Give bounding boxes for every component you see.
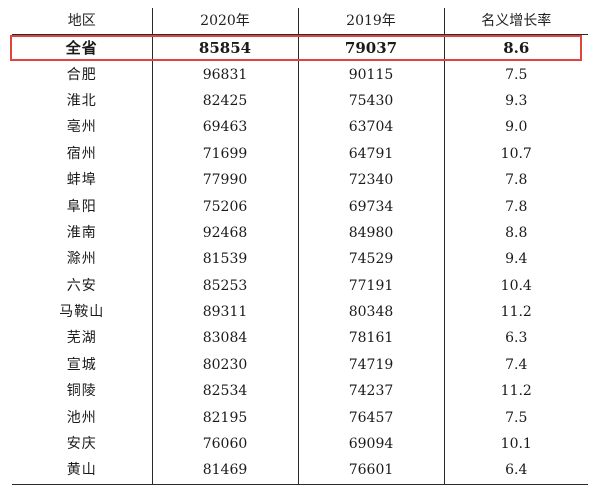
- table-row: 淮南 92468 84980 8.8: [12, 219, 588, 247]
- cell-value-2019: 79037: [297, 34, 444, 62]
- cell-value-2020: 81469: [151, 457, 298, 485]
- cell-growth-rate: 9.0: [443, 114, 588, 141]
- cell-region: 马鞍山: [59, 304, 105, 321]
- cell-value-2019: 74719: [297, 351, 444, 379]
- cell-value-2020: 69463: [151, 114, 298, 141]
- cell-growth-rate: 7.5: [443, 61, 588, 88]
- cell-growth-rate: 7.8: [443, 193, 588, 220]
- table-row: 六安 85253 77191 10.4: [12, 272, 588, 299]
- header-growth-rate: 名义增长率: [443, 8, 588, 35]
- table-row: 淮北 82425 75430 9.3: [12, 87, 588, 115]
- cell-region: 安庆: [66, 436, 97, 453]
- cell-value-2019: 64791: [297, 140, 444, 167]
- cell-region: 淮南: [66, 224, 97, 241]
- cell-value-2019: 78161: [297, 325, 444, 352]
- table-row: 亳州 69463 63704 9.0: [12, 114, 588, 141]
- cell-growth-rate: 8.6: [443, 34, 588, 62]
- cell-value-2020: 82534: [151, 378, 298, 405]
- cell-value-2020: 89311: [151, 298, 298, 326]
- header-row: 地区 2020年 2019年 名义增长率: [12, 8, 588, 35]
- cell-growth-rate: 10.4: [443, 272, 588, 299]
- cell-growth-rate: 10.1: [443, 430, 588, 458]
- cell-value-2020: 85253: [151, 272, 298, 299]
- cell-growth-rate: 11.2: [443, 378, 588, 405]
- cell-value-2020: 76060: [151, 430, 298, 458]
- cell-value-2019: 77191: [297, 272, 444, 299]
- data-table-container: 地区 2020年 2019年 名义增长率 全省 85854 79037 8.6 合肥 96…: [12, 8, 588, 485]
- cell-value-2019: 69094: [297, 430, 444, 458]
- table-body: 全省 85854 79037 8.6 合肥 96831 90115 7.5 淮北 82425 754…: [12, 34, 588, 485]
- cell-value-2019: 84980: [297, 219, 444, 247]
- cell-region: 六安: [66, 277, 97, 294]
- cell-value-2020: 71699: [151, 140, 298, 167]
- cell-growth-rate: 9.3: [443, 87, 588, 115]
- cell-value-2019: 90115: [297, 61, 444, 88]
- cell-region: 芜湖: [66, 330, 97, 347]
- table-row: 铜陵 82534 74237 11.2: [12, 378, 588, 405]
- cell-region: 宣城: [66, 356, 97, 373]
- cell-value-2020: 83084: [151, 325, 298, 352]
- cell-growth-rate: 6.4: [443, 457, 588, 485]
- table-row: 安庆 76060 69094 10.1: [12, 430, 588, 458]
- table-row: 合肥 96831 90115 7.5: [12, 61, 588, 88]
- cell-growth-rate: 7.5: [443, 404, 588, 431]
- cell-value-2020: 96831: [151, 61, 298, 88]
- cell-value-2020: 80230: [151, 351, 298, 379]
- table-row: 宣城 80230 74719 7.4: [12, 351, 588, 379]
- table-header: 地区 2020年 2019年 名义增长率: [12, 8, 588, 35]
- cell-region: 全省: [65, 38, 98, 57]
- cell-value-2020: 81539: [151, 246, 298, 273]
- cell-region: 宿州: [66, 145, 97, 162]
- table-row: 黄山 81469 76601 6.4: [12, 457, 588, 485]
- table-row: 马鞍山 89311 80348 11.2: [12, 298, 588, 326]
- cell-value-2019: 80348: [297, 298, 444, 326]
- cell-growth-rate: 7.8: [443, 166, 588, 194]
- cell-growth-rate: 9.4: [443, 246, 588, 273]
- cell-value-2019: 76457: [297, 404, 444, 431]
- cell-region: 池州: [66, 409, 97, 426]
- cell-growth-rate: 6.3: [443, 325, 588, 352]
- cell-value-2019: 76601: [297, 457, 444, 485]
- table-row: 阜阳 75206 69734 7.8: [12, 193, 588, 220]
- cell-region: 亳州: [66, 119, 97, 136]
- cell-value-2020: 82195: [151, 404, 298, 431]
- table-row: 蚌埠 77990 72340 7.8: [12, 166, 588, 194]
- cell-region: 滁州: [66, 251, 97, 268]
- cell-growth-rate: 7.4: [443, 351, 588, 379]
- table-row: 宿州 71699 64791 10.7: [12, 140, 588, 167]
- cell-value-2020: 77990: [151, 166, 298, 194]
- cell-value-2020: 82425: [151, 87, 298, 115]
- cell-value-2020: 75206: [151, 193, 298, 220]
- cell-growth-rate: 8.8: [443, 219, 588, 247]
- cell-region: 黄山: [12, 457, 152, 485]
- header-2019: 2019年: [297, 8, 444, 35]
- cell-growth-rate: 10.7: [443, 140, 588, 167]
- regional-growth-table: 地区 2020年 2019年 名义增长率 全省 85854 79037 8.6 合肥 96…: [12, 8, 588, 485]
- cell-region: 铜陵: [66, 383, 97, 400]
- cell-region: 阜阳: [66, 198, 97, 215]
- cell-value-2019: 72340: [297, 166, 444, 194]
- table-row-province-total: 全省 85854 79037 8.6: [12, 34, 588, 62]
- cell-value-2019: 75430: [297, 87, 444, 115]
- header-region: 地区: [12, 8, 152, 35]
- cell-value-2019: 69734: [297, 193, 444, 220]
- header-2020: 2020年: [151, 8, 298, 35]
- cell-value-2019: 74237: [297, 378, 444, 405]
- cell-value-2019: 63704: [297, 114, 444, 141]
- cell-value-2019: 74529: [297, 246, 444, 273]
- cell-region: 蚌埠: [66, 172, 97, 189]
- cell-growth-rate: 11.2: [443, 298, 588, 326]
- cell-region: 淮北: [66, 92, 97, 109]
- table-row: 芜湖 83084 78161 6.3: [12, 325, 588, 352]
- table-row: 池州 82195 76457 7.5: [12, 404, 588, 431]
- cell-region: 合肥: [66, 66, 97, 83]
- table-row: 滁州 81539 74529 9.4: [12, 246, 588, 273]
- cell-value-2020: 92468: [151, 219, 298, 247]
- cell-value-2020: 85854: [151, 34, 298, 62]
